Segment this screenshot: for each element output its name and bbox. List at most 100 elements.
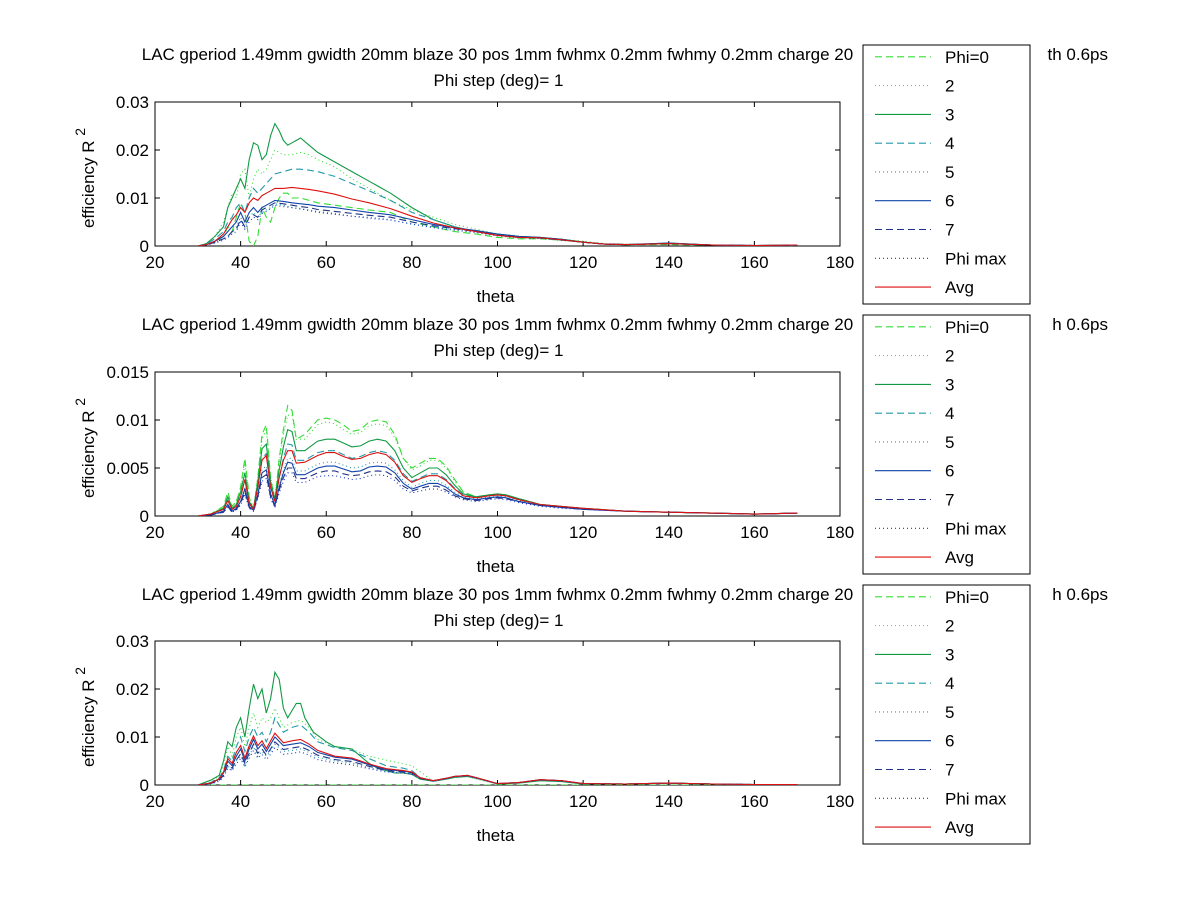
x-tick-label: 140: [655, 253, 683, 272]
series-line-phi-0: [197, 404, 798, 516]
legend-label: Phi max: [945, 789, 1007, 808]
chart-title: LAC gperiod 1.49mm gwidth 20mm blaze 30 …: [142, 45, 853, 64]
y-tick-label: 0: [140, 776, 149, 795]
legend-label: 3: [945, 645, 954, 664]
series-line-5: [197, 743, 798, 785]
legend-label: 5: [945, 703, 954, 722]
legend-label: 7: [945, 221, 954, 240]
y-tick-label: 0: [140, 237, 149, 256]
series-line-3: [197, 122, 798, 246]
y-axis-label-exponent: 2: [72, 128, 88, 136]
series-line-6: [197, 461, 798, 516]
x-tick-label: 20: [146, 253, 165, 272]
y-axis-label: efficiency R 2: [72, 398, 98, 498]
legend-label: 3: [945, 105, 954, 124]
x-tick-label: 60: [317, 792, 336, 811]
legend-label: 2: [945, 77, 954, 96]
series-line-phi-0: [197, 192, 798, 246]
legend-label: Phi=0: [945, 48, 989, 67]
y-tick-label: 0.005: [106, 459, 149, 478]
x-tick-label: 60: [317, 253, 336, 272]
x-tick-label: 20: [146, 523, 165, 542]
series-line-6: [197, 736, 798, 785]
y-axis-label-exponent: 2: [72, 398, 88, 406]
series-line-avg: [197, 186, 798, 246]
x-tick-label: 180: [826, 523, 854, 542]
subplot-1: 20 40 60 80 100 120 140 160 180 0 0.01 0.02 0.03 thet…: [72, 44, 1108, 306]
legend-label: Phi max: [945, 519, 1007, 538]
x-tick-label: 140: [655, 792, 683, 811]
legend-label: 7: [945, 761, 954, 780]
series-line-4: [197, 716, 798, 785]
legend-label: 3: [945, 375, 954, 394]
chart-subtitle: Phi step (deg)= 1: [434, 71, 564, 90]
axes-box: [154, 101, 841, 247]
legend-label: 2: [945, 347, 954, 366]
legend-label: Avg: [945, 818, 974, 837]
subplot-3: 20 40 60 80 100 120 140 160 180 0 0.01 0.02 0.03 thet…: [72, 584, 1108, 845]
series-line-4: [197, 443, 798, 516]
chart-title: LAC gperiod 1.49mm gwidth 20mm blaze 30 …: [142, 315, 853, 334]
x-tick-label: 40: [231, 792, 250, 811]
chart-title: LAC gperiod 1.49mm gwidth 20mm blaze 30 …: [142, 585, 853, 604]
y-tick-label: 0.01: [116, 411, 149, 430]
legend: Phi=0 2 3 4 5 6 7 Phi max Avg: [862, 584, 1031, 845]
legend-label: Avg: [945, 548, 974, 567]
legend-label: 5: [945, 163, 954, 182]
x-tick-label: 180: [826, 792, 854, 811]
y-tick-label: 0.02: [116, 680, 149, 699]
series-line-avg: [197, 450, 798, 516]
x-tick-label: 80: [402, 523, 421, 542]
series-line-avg: [197, 732, 798, 785]
x-axis-label: theta: [477, 287, 515, 306]
x-tick-label: 60: [317, 523, 336, 542]
series-line-7: [197, 740, 798, 785]
x-tick-label: 20: [146, 792, 165, 811]
series-line-phi-max: [197, 472, 798, 516]
y-axis-label-text: efficiency R: [79, 406, 98, 498]
y-tick-label: 0: [140, 507, 149, 526]
series-line-7: [197, 467, 798, 516]
legend-label: 4: [945, 674, 954, 693]
x-tick-label: 80: [402, 253, 421, 272]
y-tick-label: 0.03: [116, 93, 149, 112]
y-axis-label: efficiency R 2: [72, 667, 98, 767]
chart-title-tail: h 0.6ps: [1052, 315, 1108, 334]
legend-label: 6: [945, 192, 954, 211]
y-axis-label: efficiency R 2: [72, 128, 98, 228]
subplot-2: 20 40 60 80 100 120 140 160 180 0 0.005 0.01 0.015 th…: [72, 314, 1108, 576]
series-line-7: [197, 202, 798, 246]
legend-label: 6: [945, 462, 954, 481]
legend-label: Phi=0: [945, 318, 989, 337]
y-tick-label: 0.03: [116, 632, 149, 651]
legend-label: 2: [945, 617, 954, 636]
legend-label: Phi=0: [945, 588, 989, 607]
x-tick-label: 100: [483, 792, 511, 811]
legend: Phi=0 2 3 4 5 6 7 Phi max Avg: [862, 44, 1031, 305]
y-axis-label-exponent: 2: [72, 667, 88, 675]
x-axis-label: theta: [477, 557, 515, 576]
y-tick-label: 0.02: [116, 141, 149, 160]
x-tick-label: 40: [231, 523, 250, 542]
x-tick-label: 80: [402, 792, 421, 811]
series-line-5: [197, 203, 798, 246]
legend-label: Avg: [945, 278, 974, 297]
x-tick-label: 100: [483, 253, 511, 272]
x-tick-label: 160: [740, 253, 768, 272]
series-line-3: [197, 670, 798, 785]
series-line-2: [197, 149, 798, 246]
legend-label: 4: [945, 404, 954, 423]
x-tick-label: 40: [231, 253, 250, 272]
legend-label: Phi max: [945, 249, 1007, 268]
series-line-2: [197, 706, 798, 785]
x-tick-label: 120: [569, 523, 597, 542]
legend-box: [862, 314, 1031, 575]
x-tick-label: 140: [655, 523, 683, 542]
x-tick-label: 160: [740, 792, 768, 811]
series-line-3: [197, 428, 798, 516]
legend: Phi=0 2 3 4 5 6 7 Phi max Avg: [862, 314, 1031, 575]
series-line-5: [197, 457, 798, 516]
legend-label: 5: [945, 433, 954, 452]
x-tick-label: 120: [569, 792, 597, 811]
